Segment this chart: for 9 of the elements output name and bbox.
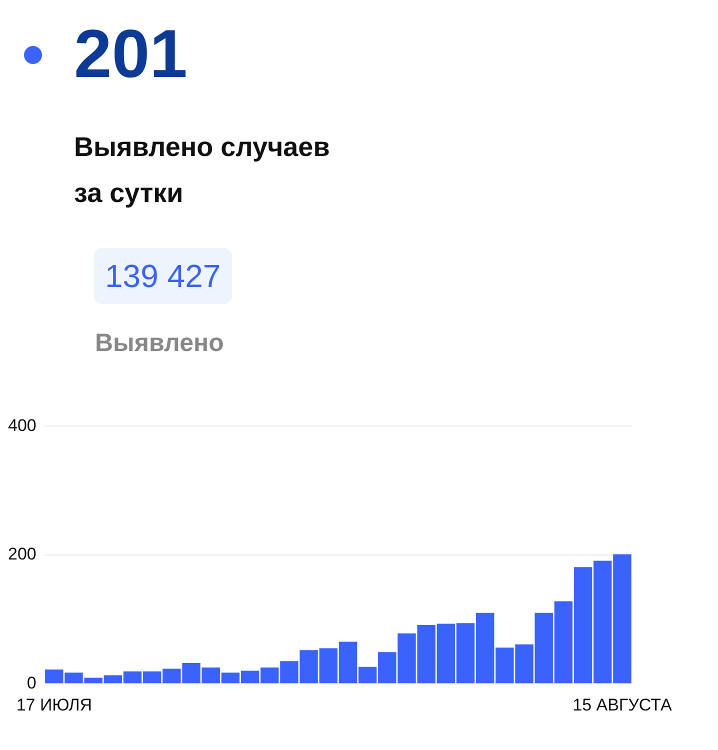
chart-title: 201	[74, 15, 188, 94]
y-tick-label: 400	[8, 416, 36, 435]
text: 139 427	[94, 248, 232, 304]
chart-subtitle: Выявлено случаев за сутки	[74, 131, 331, 210]
x-tick-label: 17 ИЮЛЯ	[16, 695, 92, 714]
text: Выявлено	[95, 328, 224, 359]
y-tick-label: 200	[8, 544, 36, 564]
x-tick-label: 15 АВГУСТА	[572, 695, 672, 714]
y-tick-label: 0	[26, 673, 36, 692]
